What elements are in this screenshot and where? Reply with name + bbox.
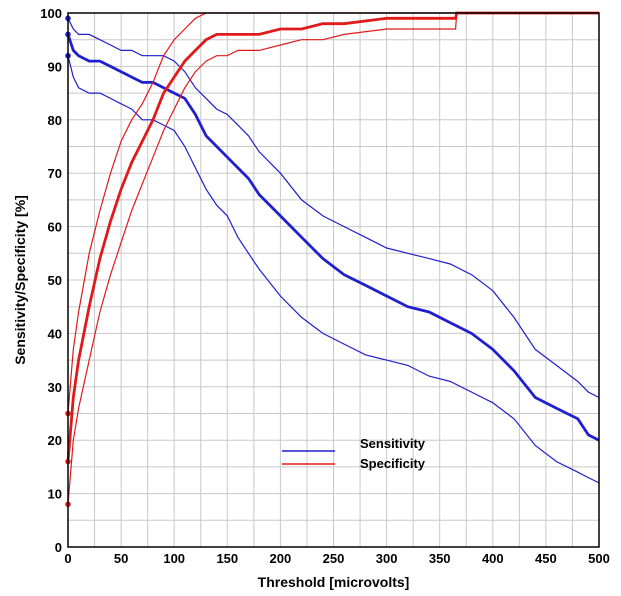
series-layer [65, 11, 600, 508]
x-tick-label: 250 [323, 551, 345, 566]
legend: Sensitivity Specificity [282, 436, 426, 471]
x-tick-label: 100 [163, 551, 185, 566]
sensitivity-line [66, 33, 600, 442]
y-tick-label: 30 [48, 380, 62, 395]
plot-frame [67, 12, 600, 548]
x-tick-label: 0 [64, 551, 71, 566]
y-axis-label: Sensitivity/Specificity [%] [12, 195, 28, 365]
y-tick-label: 10 [48, 487, 62, 502]
x-tick-label: 50 [114, 551, 128, 566]
y-tick-label: 90 [48, 59, 62, 74]
specificity-line [66, 11, 599, 462]
grid [67, 12, 600, 548]
y-tick-label: 60 [48, 220, 62, 235]
sensitivity-ci-lower-line [67, 55, 600, 484]
x-axis-label: Threshold [microvolts] [258, 574, 410, 590]
specificity-ci-lower-line [67, 12, 599, 505]
legend-label-specificity: Specificity [360, 456, 426, 471]
y-tick-label: 20 [48, 433, 62, 448]
y-tick-label: 40 [48, 326, 62, 341]
x-tick-label: 300 [376, 551, 398, 566]
y-tick-label: 70 [48, 166, 62, 181]
x-tick-label: 450 [535, 551, 557, 566]
x-tick-label: 150 [216, 551, 238, 566]
y-tick-label: 80 [48, 113, 62, 128]
x-tick-label: 500 [588, 551, 610, 566]
y-tick-label: 100 [40, 6, 62, 21]
y-tick-label: 0 [55, 540, 62, 555]
tick-labels: 0 50 100 150 200 250 300 350 400 450 500 0 10 20 30 40 5… [40, 6, 610, 566]
x-tick-label: 350 [429, 551, 451, 566]
y-tick-label: 50 [48, 273, 62, 288]
legend-label-sensitivity: Sensitivity [360, 436, 426, 451]
x-tick-label: 200 [270, 551, 292, 566]
sensitivity-ci-upper-line [67, 18, 600, 399]
x-tick-label: 400 [482, 551, 504, 566]
